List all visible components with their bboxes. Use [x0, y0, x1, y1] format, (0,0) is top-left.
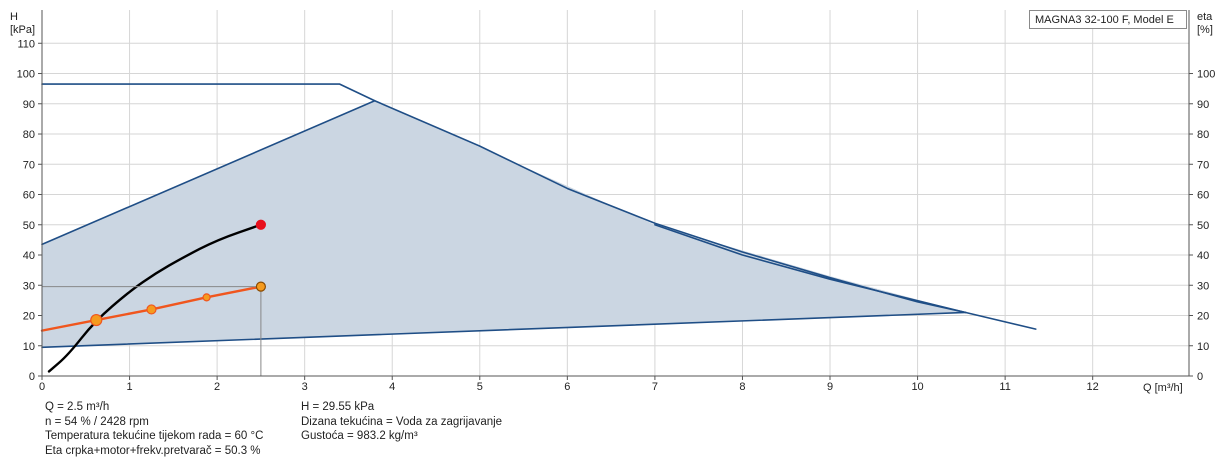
x-tick-label: 8 [739, 381, 745, 393]
y-tick-label-left: 40 [23, 250, 35, 262]
info-temperature: Temperatura tekućine tijekom rada = 60 °… [45, 429, 263, 444]
y-tick-label-right: 40 [1197, 250, 1209, 262]
x-tick-label: 7 [652, 381, 658, 393]
y-tick-label-right: 10 [1197, 341, 1209, 353]
legend-box: MAGNA3 32-100 F, Model E [1029, 10, 1187, 29]
y-tick-label-right: 20 [1197, 311, 1209, 323]
y-tick-label-right: 80 [1197, 129, 1209, 141]
operating-area-fill [42, 101, 966, 348]
x-tick-label: 2 [214, 381, 220, 393]
y-tick-label-left: 20 [23, 311, 35, 323]
y-tick-label-left: 110 [17, 38, 35, 50]
x-tick-label: 5 [477, 381, 483, 393]
info-head: H = 29.55 kPa [301, 400, 502, 415]
x-tick-label: 10 [911, 381, 923, 393]
x-tick-label: 11 [999, 381, 1010, 393]
y-tick-label-left: 10 [23, 341, 35, 353]
y-tick-label-left: 60 [23, 190, 35, 202]
info-left: Q = 2.5 m³/h n = 54 % / 2428 rpm Tempera… [45, 400, 263, 458]
x-tick-label: 0 [39, 381, 45, 393]
curve-marker [203, 294, 210, 301]
y-tick-label-left: 90 [23, 99, 35, 111]
y-tick-label-left: 30 [23, 280, 35, 292]
y-tick-label-right: 0 [1197, 371, 1203, 383]
y-tick-label-left: 100 [17, 69, 35, 81]
y-tick-label-left: 70 [23, 159, 35, 171]
curve-marker [91, 315, 102, 326]
x-tick-label: 4 [389, 381, 395, 393]
info-liquid: Dizana tekućina = Voda za zagrijavanje [301, 415, 502, 430]
info-density: Gustoća = 983.2 kg/m³ [301, 429, 502, 444]
x-axis-label: Q [m³/h] [1143, 382, 1183, 394]
y-left-label-line1: H [10, 11, 18, 23]
y-tick-label-left: 0 [29, 371, 35, 383]
legend-text: MAGNA3 32-100 F, Model E [1035, 14, 1174, 26]
x-tick-label: 6 [564, 381, 570, 393]
x-tick-label: 3 [302, 381, 308, 393]
y-tick-label-left: 50 [23, 220, 35, 232]
y-right-label-line2: [%] [1197, 24, 1213, 36]
y-left-label-line2: [kPa] [10, 24, 35, 36]
y-tick-label-right: 50 [1197, 220, 1209, 232]
y-tick-label-right: 30 [1197, 280, 1209, 292]
x-tick-label: 12 [1087, 381, 1099, 393]
x-tick-label: 9 [827, 381, 833, 393]
curve-marker [256, 282, 265, 291]
operating-area [42, 101, 966, 348]
info-right: H = 29.55 kPa Dizana tekućina = Voda za … [301, 400, 502, 444]
info-speed: n = 54 % / 2428 rpm [45, 415, 263, 430]
y-tick-label-right: 70 [1197, 159, 1209, 171]
y-tick-label-right: 100 [1197, 69, 1215, 81]
y-tick-label-left: 80 [23, 129, 35, 141]
x-tick-label: 1 [126, 381, 132, 393]
y-tick-label-right: 90 [1197, 99, 1209, 111]
y-right-label-line1: eta [1197, 11, 1213, 23]
curve-marker [147, 305, 156, 314]
curve-marker [256, 220, 265, 229]
info-flow: Q = 2.5 m³/h [45, 400, 263, 415]
y-tick-label-right: 60 [1197, 190, 1209, 202]
